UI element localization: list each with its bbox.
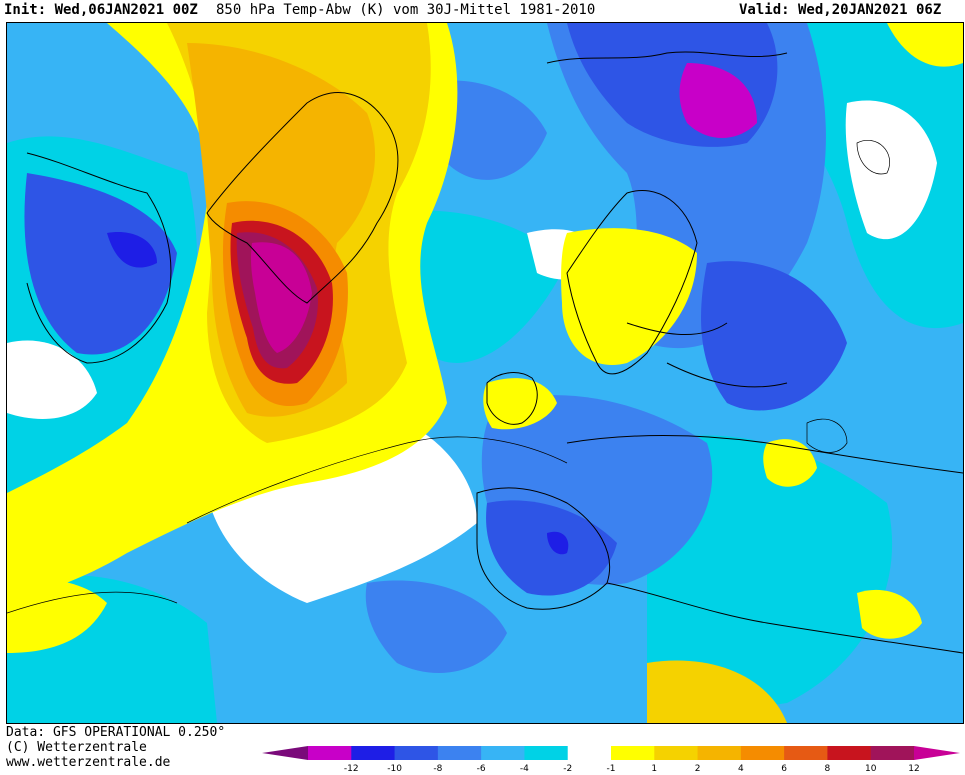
legend-color-box — [308, 746, 352, 760]
legend-arrow-right — [914, 746, 960, 760]
legend-tick-label: -12 — [344, 764, 359, 774]
legend-color-box — [351, 746, 396, 760]
legend-tick-label: -6 — [477, 764, 486, 774]
cyan-region-north-atlantic — [384, 210, 567, 363]
warm-patch-northeast-corner — [887, 23, 963, 67]
legend-tick-label: 10 — [865, 764, 877, 774]
legend-color-box — [567, 746, 612, 760]
legend-color-box — [611, 746, 655, 760]
legend-color-box — [740, 746, 785, 760]
contour-3 — [806, 418, 848, 453]
init-time: Init: Wed,06JAN2021 00Z — [4, 2, 198, 18]
warm-patch-southwest — [7, 579, 107, 653]
legend-tick-label: 8 — [825, 764, 831, 774]
legend-color-box — [481, 746, 525, 760]
contour-1 — [186, 436, 568, 524]
map-title: 850 hPa Temp-Abw (K) vom 30J-Mittel 1981… — [216, 2, 596, 18]
warm-patch-balkans — [763, 439, 817, 487]
legend-color-box — [654, 746, 699, 760]
header: Init: Wed,06JAN2021 00Z 850 hPa Temp-Abw… — [0, 0, 965, 20]
coastlines — [26, 51, 963, 654]
arctic-coast — [546, 51, 788, 64]
legend-tick-label: -8 — [433, 764, 442, 774]
cold-core-iberia — [547, 531, 569, 555]
legend-color-box — [784, 746, 828, 760]
legend-tick-label: -4 — [520, 764, 529, 774]
europe-south-coast — [566, 435, 963, 474]
legend-tick-label: 12 — [908, 764, 919, 774]
color-legend: -12 -10 -8 -6 -4 -2 -1 1 2 4 6 8 10 12 — [262, 744, 962, 774]
neutral-patch-labrador — [7, 340, 97, 419]
warm-patch-britain — [483, 378, 557, 430]
scandinavia-coast — [566, 189, 698, 375]
borders-east — [626, 322, 788, 388]
legend-color-box — [437, 746, 482, 760]
britain-coast — [486, 372, 538, 425]
legend-color-box — [870, 746, 915, 760]
cold-region-atlantic-south — [365, 580, 507, 673]
legend-tick-label: 2 — [695, 764, 701, 774]
neutral-patch-siberia — [845, 100, 937, 240]
greenland-coast — [206, 92, 399, 304]
cold-region-russia — [701, 261, 847, 411]
legend-svg: -12 -10 -8 -6 -4 -2 -1 1 2 4 6 8 10 12 — [262, 746, 960, 774]
warm-patch-southeast — [857, 589, 922, 639]
legend-tick-label: 1 — [651, 764, 657, 774]
data-source: Data: GFS OPERATIONAL 0.250° — [6, 725, 226, 740]
legend-color-box — [697, 746, 742, 760]
cyan-region-southeast — [647, 435, 893, 723]
valid-time: Valid: Wed,20JAN2021 06Z — [739, 2, 942, 18]
legend-tick-label: -1 — [607, 764, 616, 774]
legend-color-box — [524, 746, 569, 760]
legend-tick-label: 6 — [781, 764, 787, 774]
legend-tick-label: -2 — [563, 764, 572, 774]
warm-patch-africa — [647, 660, 787, 723]
legend-tick-label: -10 — [387, 764, 402, 774]
legend-color-box — [827, 746, 872, 760]
cold-extreme-barents — [679, 63, 757, 138]
extreme-warm-core — [251, 242, 312, 353]
copyright: (C) Wetterzentrale — [6, 740, 147, 755]
footer: Data: GFS OPERATIONAL 0.250° (C) Wetterz… — [6, 725, 225, 770]
website: www.wetterzentrale.de — [6, 755, 171, 770]
contour-2 — [7, 591, 178, 614]
cold-region-canada — [24, 173, 177, 355]
contour-4 — [856, 140, 890, 175]
mediterranean-africa-coast — [606, 582, 963, 654]
legend-tick-label: 4 — [738, 764, 744, 774]
contour-lines — [7, 140, 890, 614]
legend-color-box — [394, 746, 439, 760]
canada-coast — [26, 152, 172, 364]
temperature-anomaly-map — [6, 22, 964, 724]
cold-core-canada — [107, 232, 157, 268]
map-svg — [7, 23, 963, 723]
cyan-region-northeast — [707, 23, 963, 329]
legend-arrow-left — [262, 746, 308, 760]
warm-region-scandinavia — [561, 228, 697, 365]
